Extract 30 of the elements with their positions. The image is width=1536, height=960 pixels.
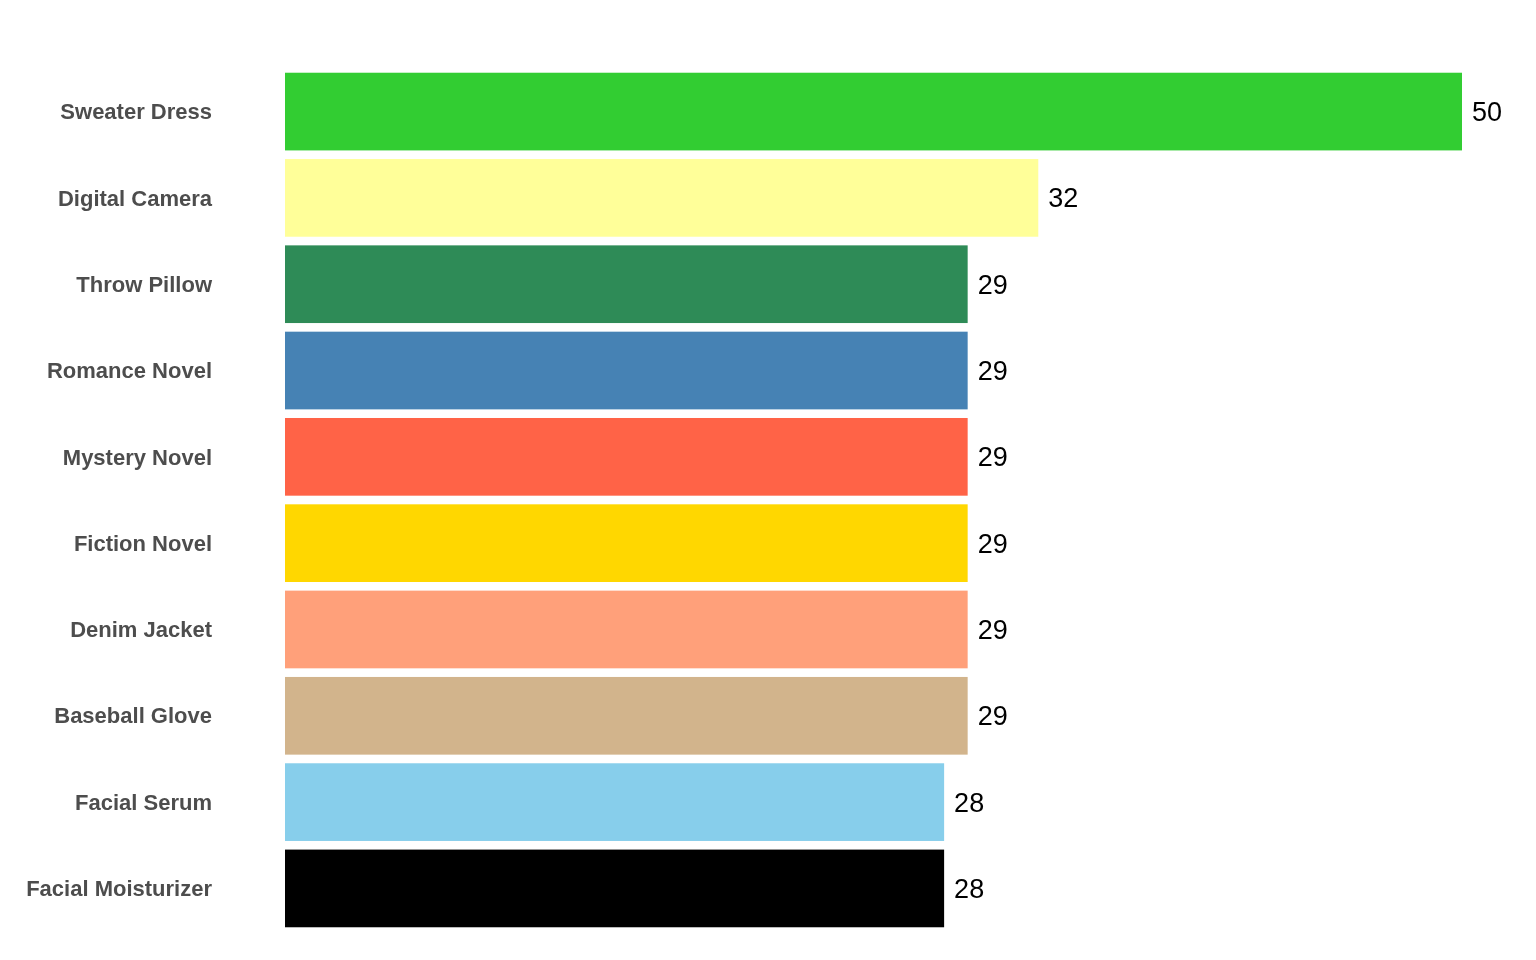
data-label: 29 [977, 701, 1008, 732]
data-label: 29 [977, 269, 1008, 300]
y-tick-label: Facial Moisturizer [26, 876, 213, 902]
y-tick-label: Digital Camera [57, 185, 213, 211]
data-label: 28 [954, 873, 985, 904]
y-tick-label: Mystery Novel [62, 444, 212, 470]
data-label: 28 [954, 787, 985, 818]
y-tick-label: Baseball Glove [54, 703, 212, 729]
bar [285, 763, 945, 841]
bar [285, 245, 968, 324]
data-label: 50 [1472, 97, 1503, 128]
y-tick-label: Romance Novel [46, 358, 212, 384]
bar [285, 504, 968, 582]
y-tick-label: Throw Pillow [76, 271, 213, 297]
data-label: 29 [977, 528, 1008, 559]
bar [285, 331, 968, 410]
y-tick-label: Facial Serum [75, 789, 212, 815]
data-label: 29 [977, 614, 1008, 645]
bar [285, 418, 968, 496]
data-label: 29 [977, 442, 1008, 473]
bar [285, 159, 1039, 237]
y-tick-label: Fiction Novel [73, 530, 212, 556]
y-tick-label: Sweater Dress [60, 99, 212, 125]
data-label: 29 [977, 355, 1008, 386]
bar [285, 590, 968, 669]
bar [285, 72, 1462, 151]
bar [285, 849, 945, 928]
y-tick-label: Denim Jacket [70, 617, 213, 643]
bar [285, 676, 968, 755]
data-label: 32 [1048, 183, 1079, 214]
